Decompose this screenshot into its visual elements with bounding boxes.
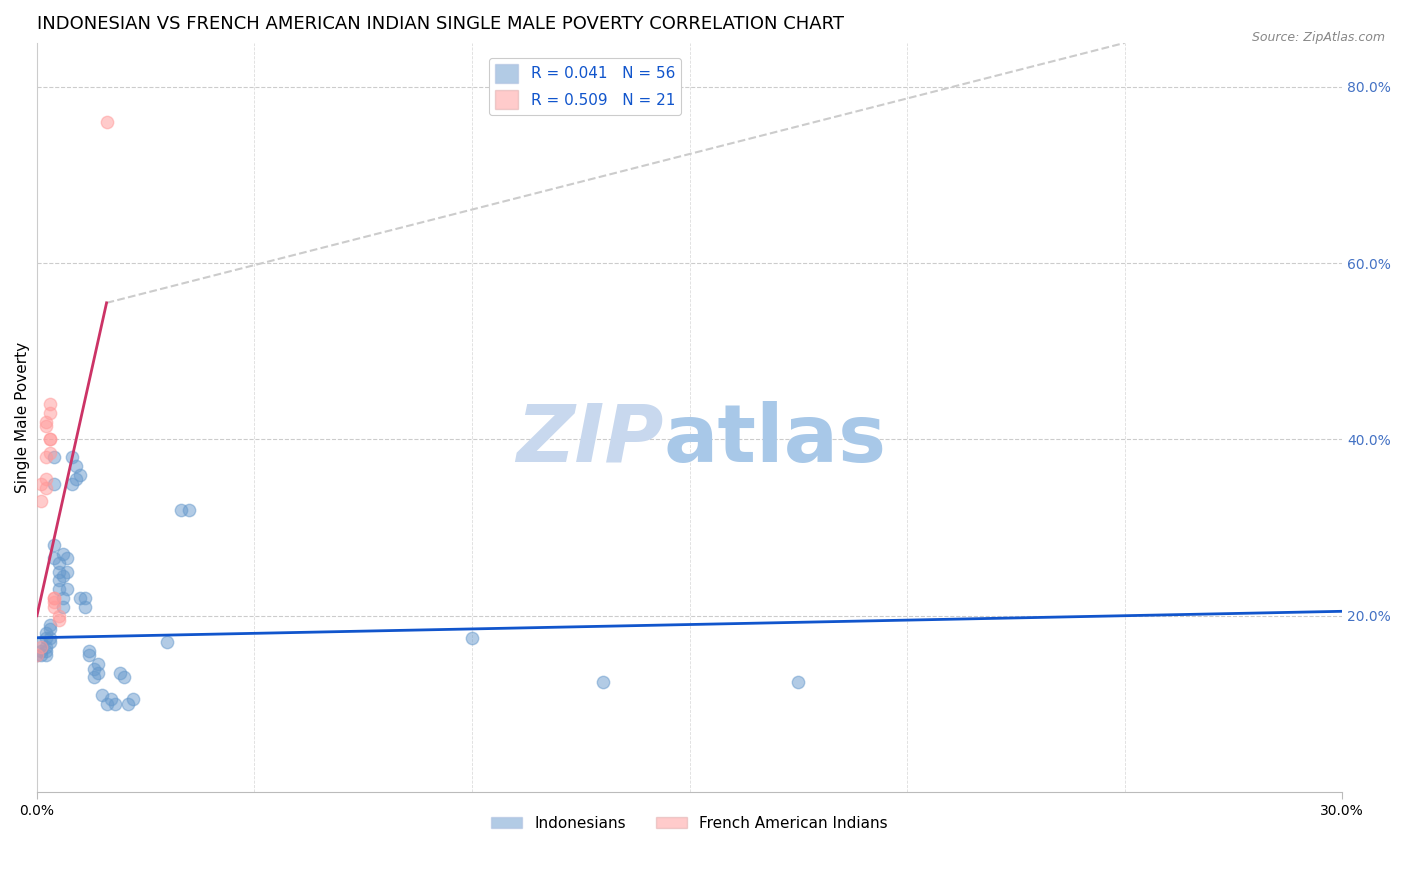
Point [52, 547, 75, 561]
Point [56, 582, 79, 597]
Text: INDONESIAN VS FRENCH AMERICAN INDIAN SINGLE MALE POVERTY CORRELATION CHART: INDONESIAN VS FRENCH AMERICAN INDIAN SIN… [37, 15, 844, 33]
Point [44, 595, 66, 609]
Point [44, 450, 66, 464]
Point [34, 415, 56, 429]
Point [87, 665, 110, 680]
Text: atlas: atlas [664, 401, 887, 479]
Point [77, 648, 100, 663]
Point [112, 670, 135, 684]
Point [73, 591, 96, 605]
Point [169, 503, 191, 517]
Point [44, 476, 66, 491]
Point [48, 613, 70, 627]
Point [100, 692, 122, 706]
Point [34, 419, 56, 434]
Point [30, 494, 52, 508]
Point [34, 626, 56, 640]
Point [65, 472, 87, 486]
Y-axis label: Single Male Poverty: Single Male Poverty [15, 342, 30, 493]
Point [156, 635, 179, 649]
Point [34, 640, 56, 654]
Point [69, 591, 91, 605]
Point [30, 640, 52, 654]
Point [25, 648, 48, 663]
Point [34, 648, 56, 663]
Point [34, 631, 56, 645]
Text: Source: ZipAtlas.com: Source: ZipAtlas.com [1251, 31, 1385, 45]
Point [34, 481, 56, 495]
Point [117, 697, 139, 711]
Point [56, 565, 79, 579]
Point [44, 599, 66, 614]
Point [34, 644, 56, 658]
Point [39, 445, 62, 459]
Point [592, 674, 614, 689]
Point [30, 476, 52, 491]
Point [48, 608, 70, 623]
Text: ZIP: ZIP [516, 401, 664, 479]
Point [39, 635, 62, 649]
Legend: Indonesians, French American Indians: Indonesians, French American Indians [485, 810, 894, 837]
Point [69, 467, 91, 482]
Point [48, 582, 70, 597]
Point [44, 591, 66, 605]
Point [25, 648, 48, 663]
Point [787, 674, 810, 689]
Point [108, 665, 131, 680]
Point [96, 115, 118, 129]
Point [44, 538, 66, 552]
Point [39, 631, 62, 645]
Point [73, 599, 96, 614]
Point [39, 397, 62, 411]
Point [39, 433, 62, 447]
Point [30, 644, 52, 658]
Point [44, 591, 66, 605]
Point [60, 450, 83, 464]
Point [39, 617, 62, 632]
Point [30, 648, 52, 663]
Point [104, 697, 127, 711]
Point [48, 556, 70, 570]
Point [48, 565, 70, 579]
Point [83, 662, 105, 676]
Point [77, 644, 100, 658]
Point [83, 670, 105, 684]
Point [39, 622, 62, 636]
Point [56, 551, 79, 566]
Point [65, 458, 87, 473]
Point [48, 574, 70, 588]
Point [52, 591, 75, 605]
Point [52, 569, 75, 583]
Point [121, 692, 143, 706]
Point [39, 406, 62, 420]
Point [87, 657, 110, 672]
Point [34, 450, 56, 464]
Point [34, 472, 56, 486]
Point [91, 688, 114, 702]
Point [96, 697, 118, 711]
Point [461, 631, 484, 645]
Point [30, 635, 52, 649]
Point [39, 433, 62, 447]
Point [179, 503, 201, 517]
Point [60, 476, 83, 491]
Point [44, 551, 66, 566]
Point [52, 599, 75, 614]
